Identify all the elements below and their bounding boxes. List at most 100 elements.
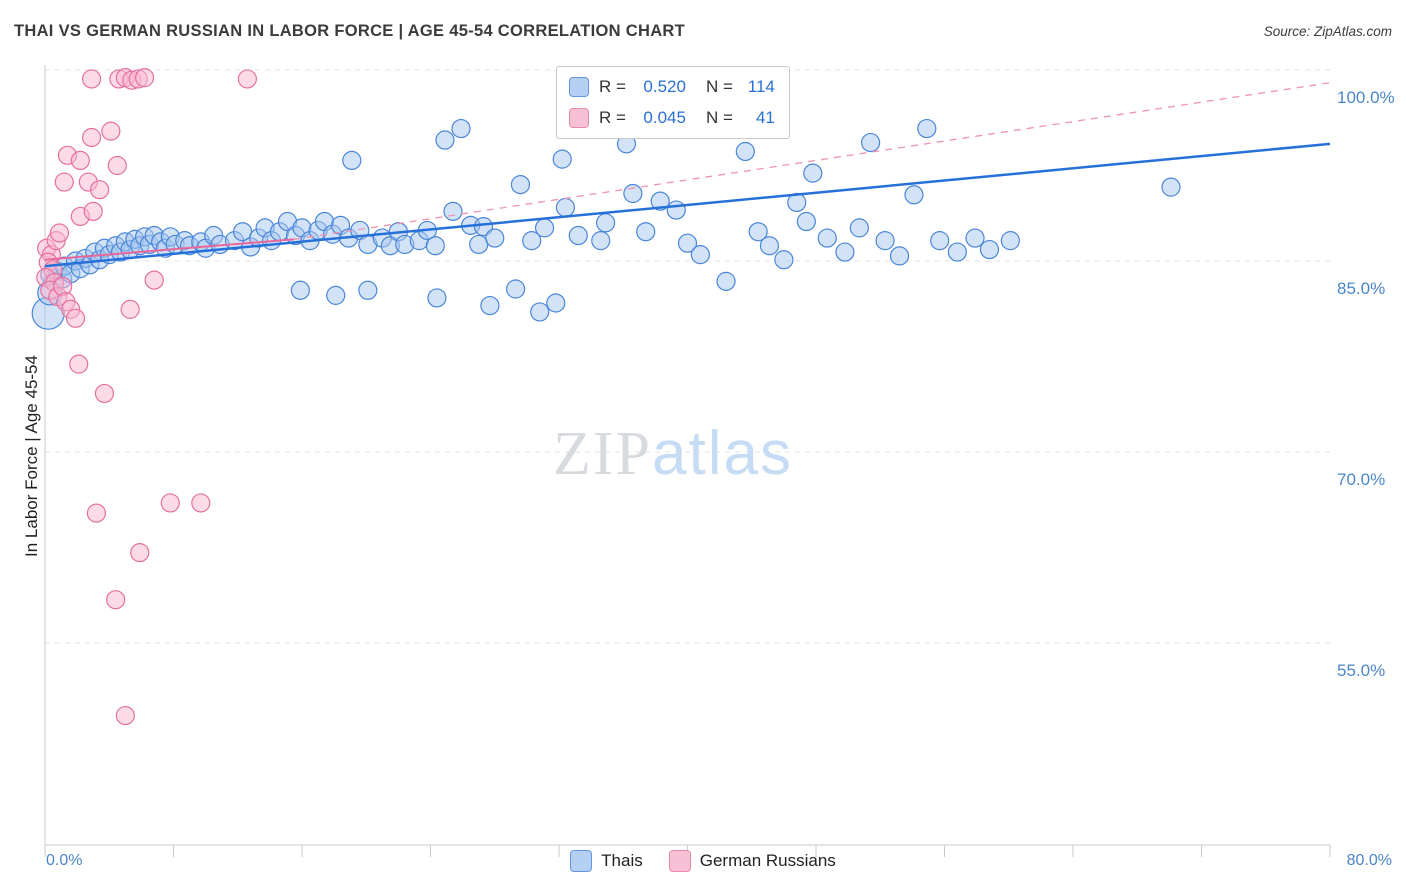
scatter-point-thais [690,245,710,265]
scatter-point-thais [979,239,1000,260]
scatter-point-thais [555,197,576,218]
german-russians-swatch-icon [569,108,589,128]
thais-swatch-icon [569,77,589,97]
scatter-point-thais [904,185,924,205]
scatter-point-thais [930,231,950,251]
scatter-point-thais [473,217,494,237]
scatter-point-thais [666,200,686,220]
scatter-point-thais [650,191,670,211]
scatter-point-german-russians [65,308,86,328]
scatter-point-thais [947,242,967,262]
scatter-point-thais [716,271,736,291]
r-value-german-russians: 0.045 [643,108,686,127]
scatter-point-thais [568,225,588,246]
n-value-german-russians: 41 [755,108,775,127]
trend-line-dashed [293,82,1331,240]
source-attribution: Source: ZipAtlas.com [1263,24,1392,39]
scatter-point-thais [965,228,985,248]
trend-line-solid [44,142,1331,268]
scatter-point-german-russians [106,590,126,610]
scatter-point-thais [480,295,500,316]
scatter-point-german-russians [130,542,150,563]
scatter-point-thais [326,285,346,305]
scatter-point-german-russians [134,68,155,88]
scatter-point-thais [534,218,555,238]
scatter-point-german-russians [83,201,103,221]
scatter-point-thais [342,150,362,171]
scatter-point-german-russians [101,121,121,141]
scatter-point-thais [849,218,869,238]
scatter-point-thais [803,163,823,183]
n-label: N = [705,108,733,127]
scatter-point-thais [889,246,910,266]
scatter-point-thais [875,231,895,251]
scatter-point-thais [623,183,643,204]
scatter-point-thais [774,250,794,270]
trend-line-solid [44,238,295,261]
r-label: R = [599,108,626,127]
scatter-point-thais [636,222,656,242]
scatter-point-german-russians [86,503,107,523]
legend-item-german-russians[interactable]: German Russians [668,850,836,872]
scatter-point-thais [835,242,855,262]
watermark-zip: ZIP [553,420,652,488]
scatter-point-thais [1161,177,1181,197]
y-tick-label: 70.0% [1337,470,1385,489]
scatter-point-german-russians [107,155,127,176]
scatter-point-thais [735,141,755,162]
n-label: N = [705,77,733,96]
legend-item-label: German Russians [699,851,836,870]
scatter-point-german-russians [54,172,74,192]
german-russians-legend-swatch-icon [668,850,691,872]
scatter-point-thais [591,231,611,251]
scatter-point-german-russians [237,69,257,89]
stats-row-thais: R = 0.520 N = 114 [569,74,775,100]
scatter-point-thais [469,234,489,255]
series-legend: Thais German Russians [0,850,1406,872]
scatter-point-german-russians [191,493,211,513]
scatter-point-thais [485,228,505,248]
scatter-point-thais [522,231,542,251]
scatter-point-thais [290,280,310,300]
page-title: THAI VS GERMAN RUSSIAN IN LABOR FORCE | … [14,22,686,40]
scatter-point-thais [1000,231,1020,251]
scatter-point-german-russians [69,354,89,374]
thais-legend-swatch-icon [570,850,593,872]
y-axis-title: In Labor Force | Age 45-54 [22,355,41,557]
scatter-point-thais [677,233,698,253]
scatter-point-thais [546,293,566,313]
scatter-point-thais [759,236,780,256]
scatter-point-thais [861,132,881,153]
scatter-point-thais [427,288,447,308]
stats-row-german-russians: R = 0.045 N = 41 [569,105,775,131]
scatter-point-german-russians [94,383,115,404]
scatter-point-german-russians [49,223,70,243]
scatter-point-thais [358,280,378,300]
scatter-point-thais [425,236,445,256]
scatter-point-german-russians [81,69,102,89]
scatter-point-thais [595,213,616,233]
zipatlas-watermark: ZIPatlas [553,418,793,490]
scatter-point-thais [506,279,526,299]
x-axis-max-label: 80.0% [1346,852,1392,869]
scatter-point-thais [917,118,937,139]
scatter-point-thais [748,222,768,242]
scatter-point-thais [510,174,531,195]
correlation-stats-box: R = 0.520 N = 114 R = 0.045 N = 41 [556,66,790,139]
scatter-point-german-russians [90,180,110,200]
n-value-thais: 114 [747,77,775,96]
y-tick-label: 85.0% [1337,279,1385,298]
watermark-atlas: atlas [652,419,793,488]
scatter-point-thais [435,130,455,150]
r-label: R = [599,77,626,96]
y-tick-label: 100.0% [1337,88,1395,107]
r-value-thais: 0.520 [643,77,686,96]
scatter-point-german-russians [115,705,135,726]
scatter-point-thais [530,302,550,322]
scatter-point-thais [817,228,837,248]
y-tick-label: 55.0% [1337,661,1385,680]
scatter-point-german-russians [120,299,140,319]
legend-item-thais[interactable]: Thais [570,850,643,872]
scatter-point-thais [451,118,471,139]
